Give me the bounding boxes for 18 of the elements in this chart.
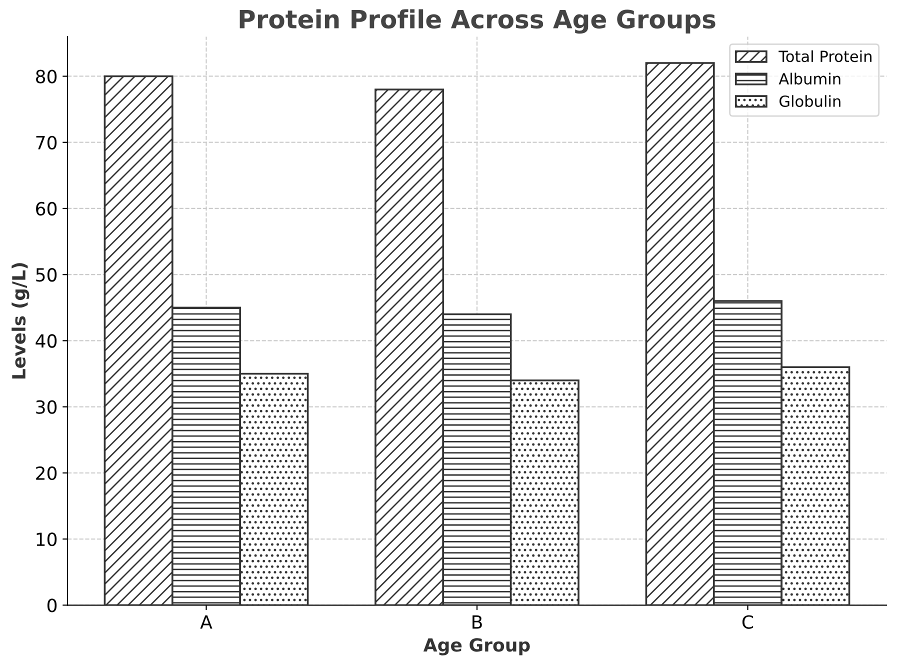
x-tick-label: A bbox=[200, 615, 212, 629]
legend-label: Total Protein bbox=[778, 50, 872, 62]
y-tick-label: 10 bbox=[36, 532, 57, 546]
legend-label: Albumin bbox=[778, 72, 840, 85]
legend-label: Globulin bbox=[780, 95, 840, 107]
x-axis-title: Age Group bbox=[423, 638, 530, 656]
y-tick-label: 30 bbox=[36, 400, 57, 414]
chart-title: Protein Profile Across Age Groups bbox=[240, 9, 716, 34]
y-tick-label: 0 bbox=[47, 598, 57, 612]
x-tick-label: C bbox=[742, 615, 754, 629]
y-tick-label: 40 bbox=[36, 334, 57, 348]
y-tick-label: 50 bbox=[36, 268, 57, 282]
y-tick-label: 20 bbox=[36, 466, 57, 480]
y-tick-label: 60 bbox=[36, 202, 57, 216]
y-tick-label: 70 bbox=[36, 136, 57, 150]
y-tick-label: 80 bbox=[36, 70, 57, 84]
x-tick-label: B bbox=[472, 615, 482, 629]
y-axis-title: Levels (g/L) bbox=[12, 263, 30, 378]
